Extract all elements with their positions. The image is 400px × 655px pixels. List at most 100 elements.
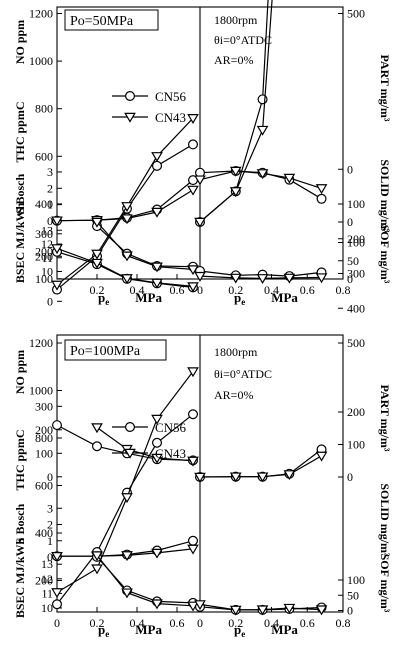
upper-thc-cn43-point-3 [151, 278, 163, 289]
lower-no-ytick-label: 400 [35, 526, 53, 540]
upper-sof-ytick-label: 100 [347, 236, 365, 250]
upper-right-xtick-label: 0.2 [228, 283, 243, 297]
lower-no-ytick-label: 200 [35, 574, 53, 588]
upper-no-cn43-line [56, 117, 194, 286]
lower-s-cn43-point-4 [187, 544, 199, 555]
upper-sof-ytick-label: 50 [347, 254, 359, 268]
lower-legend-label-cn43: CN43 [155, 446, 186, 461]
lower-no-cn43-point-3 [151, 414, 163, 425]
lower-s-cn43-point-3 [151, 548, 163, 559]
upper-no-cn43-point-0 [51, 280, 63, 291]
upper-no-ytick-label: 200 [35, 245, 53, 259]
lower-s-cn43-point-2 [121, 551, 133, 562]
lower-s-ytick-label: 1 [47, 534, 53, 548]
upper-no-cn43-point-2 [121, 202, 133, 213]
lower-bsec-cn43-line [96, 555, 194, 607]
upper-s-cn43-point-0 [51, 216, 63, 227]
lower-solid-ytick-label: 200 [347, 405, 365, 419]
lower-no-cn56-line [56, 413, 194, 605]
lower-bsec-cn43-point-2 [151, 599, 163, 610]
upper-left-xtick-label: 0.2 [90, 283, 105, 297]
upper-sof-axis-title: SOF mg/m³ [378, 225, 392, 284]
upper-solid-ytick-label: 0 [347, 215, 353, 229]
upper-right-xtick-label: 0.8 [336, 283, 351, 297]
upper-left-xaxis-label: pe MPa [98, 290, 162, 307]
lower-no-cn56-point-0 [51, 599, 62, 610]
upper-s-cn43-point-3 [151, 207, 163, 218]
upper-bsec-axis-title: BSEC MJ/kWh [13, 202, 27, 283]
upper-right-xaxis-label: pe MPa [234, 290, 298, 307]
lower-thc-cn43-point-2 [151, 453, 163, 464]
lower-thc-cn56-point-0 [51, 420, 62, 431]
lower-right-xtick-label: 0.8 [336, 616, 351, 630]
lower-left-xtick-label: 0.4 [130, 616, 145, 630]
upper-s-cn43-point-2 [121, 214, 133, 225]
lower-solid-axis-title: SOLID mg/m³ [378, 483, 392, 557]
lower-part-ytick-label: 0 [347, 162, 353, 176]
upper-bsec-ytick-label: 12 [41, 237, 53, 251]
upper-legend-marker-cn43 [124, 112, 136, 123]
lower-solid-cn43-point-1 [229, 472, 242, 483]
lower-right-xaxis-label: pe MPa [234, 622, 298, 639]
upper-bsec-ytick-label: 10 [41, 265, 53, 279]
lower-left-xtick-label: 0.6 [170, 616, 185, 630]
upper-part-ytick-label: 500 [347, 7, 365, 21]
lower-thc-ytick-label: 100 [35, 446, 53, 460]
lower-left-xtick-label: 0.2 [90, 616, 105, 630]
upper-left-xtick-label: 0.4 [130, 283, 145, 297]
upper-s-ytick-label: 2 [47, 181, 53, 195]
lower-sof-cn43-point-3 [283, 603, 296, 614]
lower-part-ytick-label: 100 [347, 197, 365, 211]
lower-bsec-axis-title: BSEC MJ/kWh [13, 537, 27, 618]
lower-bsec-ytick-label: 11 [41, 586, 53, 600]
lower-sof-cn43-point-1 [229, 605, 242, 616]
lower-right-xtick-label: 0.4 [264, 616, 279, 630]
upper-no-cn43-point-4 [187, 114, 199, 124]
upper-thc-axis-title: THC ppmC [13, 101, 27, 162]
upper-no-axis-title: NO ppm [13, 20, 27, 64]
lower-part-ytick-label: 500 [347, 336, 365, 350]
lower-no-cn43-point-0 [51, 588, 63, 599]
upper-bsec-cn43-point-2 [151, 262, 163, 273]
upper-bsec-ytick-label: 11 [41, 251, 53, 265]
lower-no-ytick-label: 600 [35, 479, 53, 493]
upper-thc-cn43-point-0 [51, 244, 63, 255]
upper-no-ytick-label: 400 [35, 197, 53, 211]
lower-no-ytick-label: 1200 [29, 336, 53, 350]
upper-condition-3: AR=0% [214, 53, 253, 67]
upper-s-ytick-label: 3 [47, 165, 53, 179]
lower-part-cn43-point-2 [256, 169, 269, 180]
upper-part-axis-title: PART mg/m³ [378, 54, 392, 121]
upper-title: Po=50MPa [70, 14, 134, 29]
upper-sof-cn43-point-2 [256, 274, 269, 285]
upper-no-cn43-point-3 [151, 152, 163, 163]
lower-thc-ytick-label: 0 [47, 470, 53, 484]
upper-sof-cn43-point-1 [229, 273, 242, 284]
lower-bsec-cn56-line [96, 556, 194, 604]
upper-s-axis-title: S Bosch [13, 174, 27, 215]
upper-legend-label-cn56: CN56 [155, 89, 187, 104]
lower-no-cn43-point-2 [121, 493, 133, 504]
upper-thc-ytick-label: 200 [35, 249, 53, 263]
lower-thc-axis-title: THC ppmC [13, 429, 27, 490]
lower-right-xtick-label: 0.6 [300, 616, 315, 630]
lower-bsec-cn43-point-0 [91, 551, 103, 562]
upper-right-xtick-label: 0 [197, 283, 203, 297]
lower-part-cn43-point-1 [229, 166, 242, 177]
upper-condition-2: θi=0°ATDC [214, 33, 272, 47]
upper-title-box [64, 9, 159, 31]
upper-thc-cn43-point-1 [91, 258, 103, 269]
upper-s-cn43-point-4 [187, 185, 199, 196]
lower-left-xtick-label: 0 [54, 616, 60, 630]
lower-legend-marker-cn56 [124, 422, 135, 433]
lower-solid-ytick-label: 0 [347, 470, 353, 484]
lower-right-xtick-label: 0 [197, 616, 203, 630]
upper-no-ytick-label: 800 [35, 102, 53, 116]
lower-solid-cn43-point-4 [315, 451, 328, 462]
upper-solid-cn43-point-0 [194, 217, 206, 228]
lower-no-axis-title: NO ppm [13, 350, 27, 394]
lower-no-cn43-line [56, 371, 194, 593]
upper-legend-label-cn43: CN43 [155, 110, 186, 125]
lower-bsec-ytick-label: 13 [41, 557, 53, 571]
